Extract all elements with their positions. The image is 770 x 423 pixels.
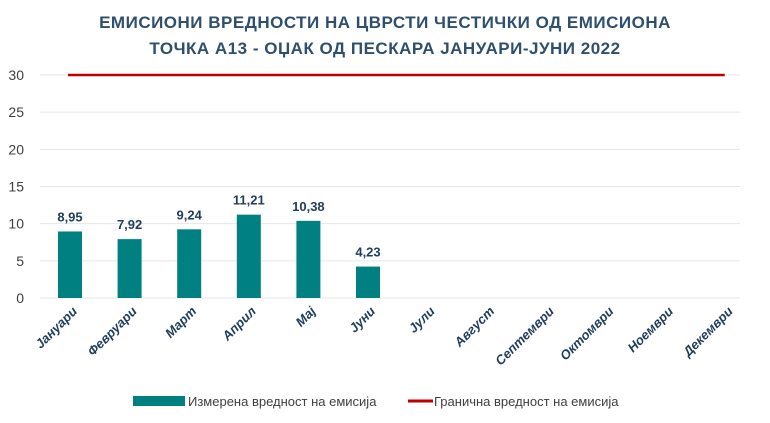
x-tick-label: Септември [492, 303, 557, 368]
bar [296, 220, 321, 298]
x-tick-label: Јуни [346, 303, 378, 335]
bar [356, 266, 380, 298]
y-tick-label: 5 [16, 253, 24, 269]
y-tick-label: 0 [16, 290, 24, 306]
y-tick-label: 30 [8, 67, 24, 83]
bar [58, 231, 82, 298]
data-label: 11,21 [233, 193, 265, 208]
x-tick-label: Декември [679, 303, 735, 359]
legend-line-label: Гранична вредност на емисија [434, 394, 619, 409]
y-tick-label: 20 [8, 141, 24, 157]
x-tick-label: Јули [406, 303, 438, 335]
bar [117, 239, 142, 298]
x-tick-label: Јануари [32, 303, 80, 351]
data-label: 10,38 [292, 199, 325, 214]
chart-title-line2: ТОЧКА А13 - ОЏАК ОД ПЕСКАРА ЈАНУАРИ-ЈУНИ… [149, 39, 620, 58]
bar [177, 229, 202, 298]
data-label: 8,95 [57, 209, 82, 224]
x-tick-label: Март [162, 303, 200, 341]
x-tick-label: Ноември [625, 303, 677, 355]
x-tick-label: Мај [292, 303, 318, 329]
y-tick-label: 10 [8, 216, 24, 232]
y-tick-label: 15 [8, 179, 24, 195]
data-label: 7,92 [117, 217, 142, 232]
data-label: 4,23 [355, 245, 380, 260]
x-tick-label: Октомври [557, 303, 617, 363]
legend-bar-label: Измерена вредност на емисија [188, 394, 377, 409]
y-tick-label: 25 [8, 104, 24, 120]
chart-title-line1: ЕМИСИОНИ ВРЕДНОСТИ НА ЦВРСТИ ЧЕСТИЧКИ ОД… [99, 13, 671, 32]
x-tick-label: Април [218, 304, 259, 345]
bar [236, 214, 261, 298]
x-tick-label: Февруари [84, 303, 139, 358]
x-tick-label: Август [451, 303, 498, 350]
data-label: 9,24 [177, 207, 203, 222]
legend-bar-swatch [133, 396, 185, 406]
